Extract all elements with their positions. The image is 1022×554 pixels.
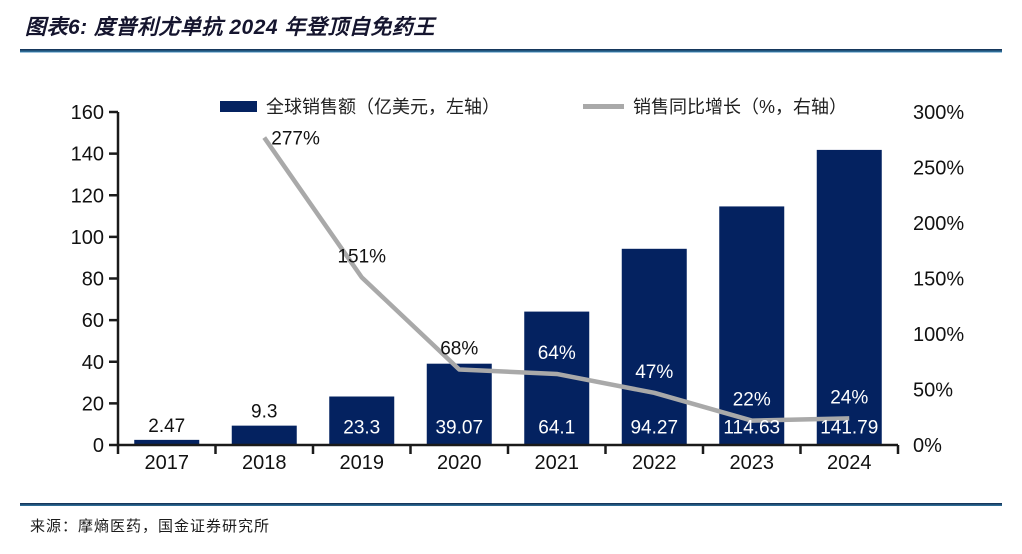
- right-axis-tick-label: 300%: [913, 102, 964, 124]
- x-axis-label: 2017: [145, 452, 190, 474]
- right-axis-tick-label: 200%: [913, 213, 964, 235]
- left-axis-tick-label: 60: [82, 310, 104, 332]
- x-axis-label: 2024: [827, 452, 872, 474]
- bar-series-swatch-icon: [220, 100, 257, 112]
- figure-title: 图表6: 度普利尤单抗 2024 年登顶自免药王: [25, 16, 435, 39]
- title-divider: [20, 49, 1002, 53]
- left-axis-tick-label: 100: [71, 227, 104, 249]
- growth-value-label: 277%: [271, 129, 320, 150]
- source-note: 来源：摩熵医药，国金证券研究所: [30, 518, 271, 535]
- bar-2019: [329, 396, 395, 445]
- bar-value-label: 23.3: [343, 418, 380, 439]
- bar-2024: [816, 149, 882, 445]
- bar-2022: [621, 248, 687, 445]
- left-axis-tick-label: 0: [93, 435, 104, 457]
- line-series-swatch-icon: [583, 103, 624, 109]
- legend-label-growth: 销售同比增长（%，右轴）: [633, 97, 848, 117]
- growth-value-label: 151%: [337, 246, 386, 267]
- right-axis-tick-label: 50%: [913, 380, 953, 402]
- right-axis-tick-label: 150%: [913, 269, 964, 291]
- bar-value-label: 94.27: [630, 418, 678, 439]
- bar-2020: [426, 363, 492, 445]
- x-axis-label: 2019: [340, 452, 385, 474]
- growth-value-label: 68%: [440, 339, 478, 360]
- left-axis-tick-label: 120: [71, 185, 104, 207]
- bar-value-label: 141.79: [820, 418, 878, 439]
- legend-item-sales: 全球销售额（亿美元，左轴）: [220, 93, 500, 119]
- x-axis-label: 2022: [632, 452, 677, 474]
- bar-2018: [231, 425, 297, 445]
- growth-value-label: 64%: [538, 343, 576, 364]
- growth-value-label: 24%: [830, 387, 868, 408]
- bar-value-label: 39.07: [435, 418, 483, 439]
- right-axis-tick-label: 0%: [913, 435, 942, 457]
- x-axis-label: 2020: [437, 452, 482, 474]
- bar-value-label: 9.3: [251, 402, 277, 423]
- growth-value-label: 47%: [635, 362, 673, 383]
- left-axis-tick-label: 20: [82, 393, 104, 415]
- left-axis-tick-label: 80: [82, 269, 104, 291]
- growth-line: [262, 136, 850, 423]
- x-axis-label: 2018: [242, 452, 287, 474]
- right-axis-tick-label: 100%: [913, 324, 964, 346]
- bar-value-label: 114.63: [723, 418, 780, 439]
- legend-item-growth: 销售同比增长（%，右轴）: [583, 93, 847, 119]
- bar-value-label: 64.1: [538, 418, 575, 439]
- bar-2023: [719, 206, 785, 445]
- x-axis-label: 2021: [535, 452, 580, 474]
- footer-divider: [20, 503, 1002, 506]
- left-axis-tick-label: 140: [71, 144, 104, 166]
- growth-value-label: 22%: [733, 390, 771, 411]
- right-axis-tick-label: 250%: [913, 158, 964, 180]
- left-axis-tick-label: 160: [71, 102, 104, 124]
- legend-label-sales: 全球销售额（亿美元，左轴）: [266, 97, 500, 117]
- bar-value-label: 2.47: [148, 416, 185, 437]
- left-axis-tick-label: 40: [82, 352, 104, 374]
- bar-2017: [134, 439, 200, 445]
- x-axis-label: 2023: [730, 452, 775, 474]
